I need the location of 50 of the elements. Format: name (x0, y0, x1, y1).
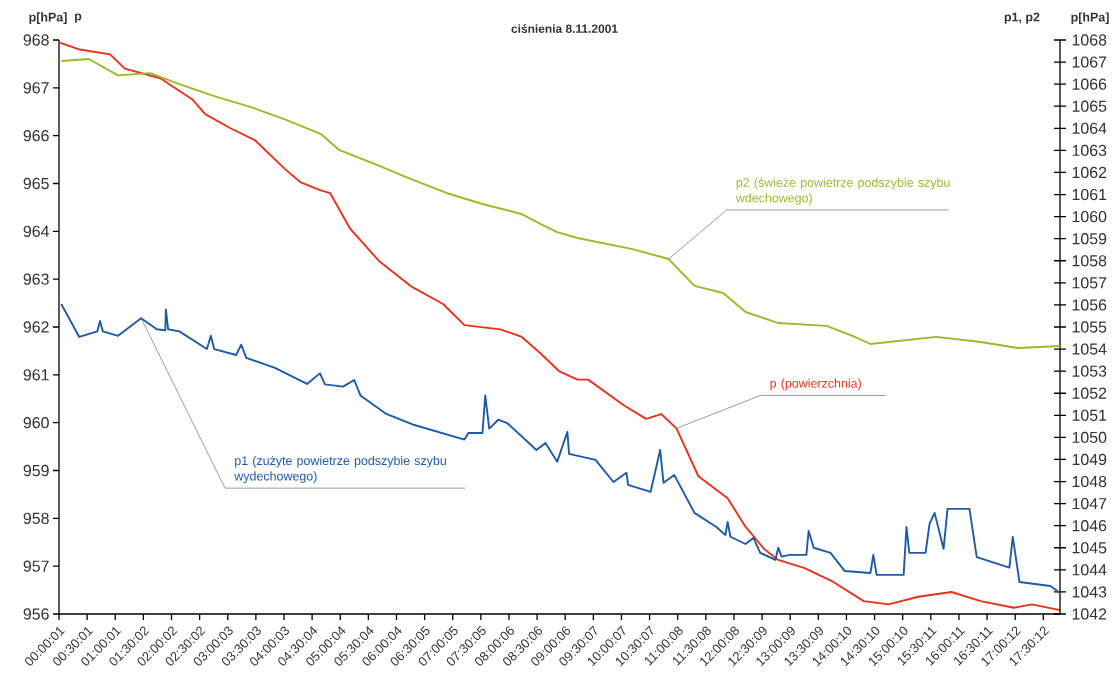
y2-tick-label: 1060 (1072, 210, 1107, 223)
y-tick-label: 964 (23, 225, 49, 237)
y2-tick-label: 1053 (1072, 365, 1107, 377)
y2-tick-label: 1057 (1072, 277, 1107, 289)
y2-tick-label: 1058 (1072, 255, 1107, 267)
y2-tick-label: 1066 (1072, 78, 1107, 90)
y-tick-label: 958 (23, 512, 49, 524)
y2-axis-title: p[hPa] (1071, 12, 1109, 24)
y2-tick-label: 1043 (1072, 586, 1107, 598)
y2-tick-label: 1068 (1072, 34, 1107, 46)
y2-tick-label: 1065 (1072, 100, 1107, 112)
y-tick-label: 961 (23, 369, 49, 381)
y2-tick-label: 1050 (1072, 431, 1107, 444)
y2-tick-label: 1048 (1072, 475, 1107, 488)
y2-tick-label: 1063 (1072, 144, 1107, 157)
series-label: p1 (zużyte powietrze podszybie szybu wydechowego) (234, 455, 446, 483)
y-tick-label: 960 (23, 417, 49, 429)
y2-tick-label: 1047 (1072, 497, 1107, 510)
y-tick-label: 967 (23, 82, 49, 94)
text: p (powierzchnia) (770, 378, 861, 391)
y2-tick-label: 1067 (1072, 56, 1107, 68)
y2-tick-label: 1045 (1072, 542, 1107, 554)
y2-tick-label: 1056 (1072, 299, 1107, 311)
y-tick-label: 956 (23, 608, 49, 620)
y2-tick-label: 1061 (1072, 188, 1107, 201)
y2-tick-label: 1046 (1072, 520, 1107, 532)
y-axis-title: p[hPa] (29, 12, 67, 24)
text: p2 (świeże powietrze podszybie szybu wdechowego) (735, 177, 950, 205)
line-series (60, 303, 1061, 594)
y-tick-label: 963 (23, 273, 49, 285)
text: p (75, 13, 82, 23)
y2-tick-label: 1044 (1072, 564, 1107, 576)
y2-tick-label: 1042 (1072, 608, 1107, 620)
y-tick-label: 966 (23, 130, 49, 142)
text: p1, p2 (1004, 12, 1040, 24)
y-tick-label: 959 (23, 464, 49, 477)
chart-title: ciśnienia 8.11.2001 (511, 24, 618, 33)
y2-tick-label: 1064 (1072, 122, 1107, 134)
y-tick-label: 968 (23, 34, 49, 46)
y-tick-label: 962 (23, 321, 49, 333)
y2-tick-label: 1055 (1072, 321, 1107, 333)
y2-tick-label: 1049 (1072, 453, 1107, 466)
y2-tick-label: 1054 (1072, 343, 1107, 355)
y2-tick-label: 1051 (1072, 409, 1107, 421)
y-tick-label: 965 (23, 177, 49, 190)
y2-tick-label: 1059 (1072, 233, 1107, 245)
line-series (60, 58, 1061, 349)
y-tick-label: 957 (23, 560, 49, 572)
y2-tick-label: 1062 (1072, 166, 1107, 179)
y2-tick-label: 1052 (1072, 387, 1107, 399)
